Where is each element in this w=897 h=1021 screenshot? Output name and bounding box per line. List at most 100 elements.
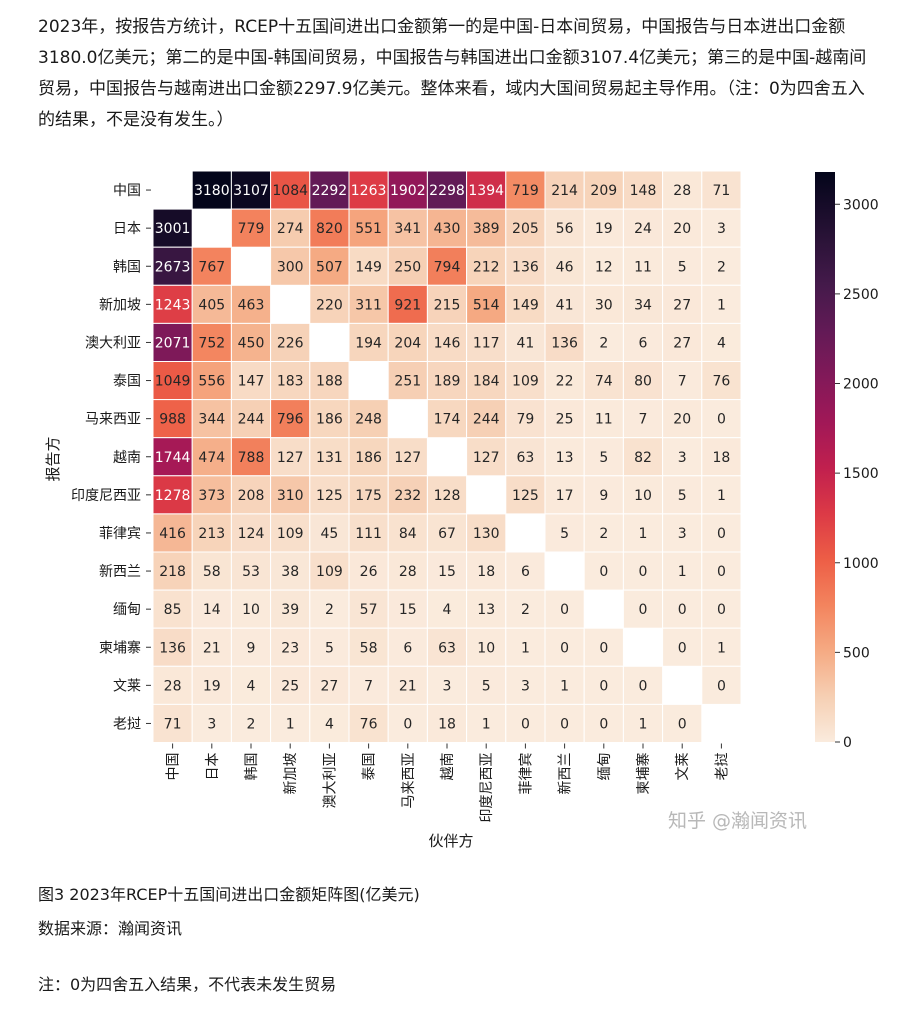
cell-value-label: 79 [516,412,534,428]
heatmap-cell [701,437,742,477]
cell-value-label: 788 [238,450,265,466]
cell-value-label: 6 [639,335,648,351]
cell-value-label: 474 [198,450,225,466]
heatmap-cell [466,170,507,210]
cell-value-label: 7 [639,412,648,428]
cell-value-label: 0 [717,564,726,580]
heatmap-cell [270,246,311,286]
cell-value-label: 19 [203,678,221,694]
cell-value-label: 4 [247,678,256,694]
cell-value-label: 19 [595,221,613,237]
y-tick-label: 中国 [113,183,141,199]
heatmap-cell [152,589,193,629]
cell-value-label: 1 [717,488,726,504]
heatmap-cell [662,627,703,667]
heatmap-cell [701,475,742,515]
cell-value-label: 71 [712,183,730,199]
cell-value-label: 136 [551,335,578,351]
cell-value-label: 27 [673,297,691,313]
y-tick-label: 泰国 [113,374,141,390]
cell-value-label: 0 [560,602,569,618]
cell-value-label: 1394 [468,183,504,199]
heatmap-cell [622,284,664,324]
heatmap-cell [583,551,624,591]
y-tick-label: 韩国 [113,259,141,275]
cell-value-label: 18 [712,450,730,466]
heatmap-chart: 3180 3107 1084 2292 1263 1902 2298 1394 719 214 20… [44,170,879,850]
cell-value-label: 463 [238,297,265,313]
cell-value-label: 4 [443,602,452,618]
heatmap-cell [622,589,664,629]
x-tick-label: 菲律宾 [518,753,534,795]
heatmap-cell [622,170,664,210]
cell-value-label: 1084 [272,183,308,199]
heatmap-cell [622,665,664,705]
cell-value-label: 0 [717,602,726,618]
heatmap-cell [270,208,311,248]
cell-value-label: 27 [673,335,691,351]
heatmap-cell [387,665,428,705]
cell-value-label: 0 [639,678,648,694]
cell-value-label: 311 [355,297,382,313]
heatmap-cell [387,284,428,324]
heatmap-cell [387,551,428,591]
x-tick-label: 越南 [440,753,456,781]
cell-value-label: 820 [316,221,343,237]
cell-value-label: 450 [238,335,265,351]
heatmap-cell [191,513,232,553]
cell-value-label: 204 [394,335,421,351]
cell-value-label: 57 [360,602,378,618]
cell-value-label: 9 [247,640,256,656]
cell-value-label: 10 [242,602,260,618]
cell-value-label: 174 [434,412,461,428]
y-tick-label: 新西兰 [99,564,141,580]
heatmap-cell [505,246,546,286]
heatmap-cell [505,703,546,744]
cell-value-label: 4 [325,716,334,732]
heatmap-cell [701,589,742,629]
cell-value-label: 21 [203,640,221,656]
heatmap-cell [191,246,232,286]
cell-value-label: 130 [473,526,500,542]
cell-value-label: 56 [556,221,574,237]
heatmap-cell [426,284,468,324]
cell-value-label: 148 [630,183,657,199]
cell-value-label: 127 [394,450,421,466]
cell-value-label: 109 [277,526,304,542]
cell-value-label: 5 [325,640,334,656]
cell-value-label: 6 [403,640,412,656]
cell-value-label: 5 [599,450,608,466]
cell-value-label: 5 [678,488,687,504]
heatmap-cell [230,322,272,362]
heatmap-cell [466,284,507,324]
y-tick-label: 澳大利亚 [85,335,141,351]
cell-value-label: 1278 [155,488,191,504]
heatmap-cell [662,703,703,744]
cell-value-label: 28 [164,678,182,694]
cell-value-label: 0 [639,564,648,580]
heatmap-cell [701,322,742,362]
heatmap-cell [270,475,311,515]
heatmap-cell [583,322,624,362]
heatmap-cell [230,208,272,248]
cell-value-label: 212 [473,259,500,275]
cell-value-label: 109 [316,564,343,580]
heatmap-cell [270,703,311,744]
heatmap-cell [426,589,468,629]
cell-value-label: 796 [277,412,304,428]
cell-value-label: 146 [434,335,461,351]
heatmap-cell [348,437,389,477]
heatmap-cell [544,170,585,210]
cell-value-label: 205 [512,221,539,237]
cell-value-label: 76 [712,374,730,390]
cell-value-label: 389 [473,221,500,237]
cell-value-label: 0 [599,564,608,580]
cell-value-label: 779 [238,221,265,237]
heatmap-cell [701,170,742,210]
cell-value-label: 80 [634,374,652,390]
cell-value-label: 0 [599,640,608,656]
heatmap-cell [270,437,311,477]
cell-value-label: 1 [717,297,726,313]
cell-value-label: 21 [399,678,417,694]
cell-value-label: 10 [477,640,495,656]
